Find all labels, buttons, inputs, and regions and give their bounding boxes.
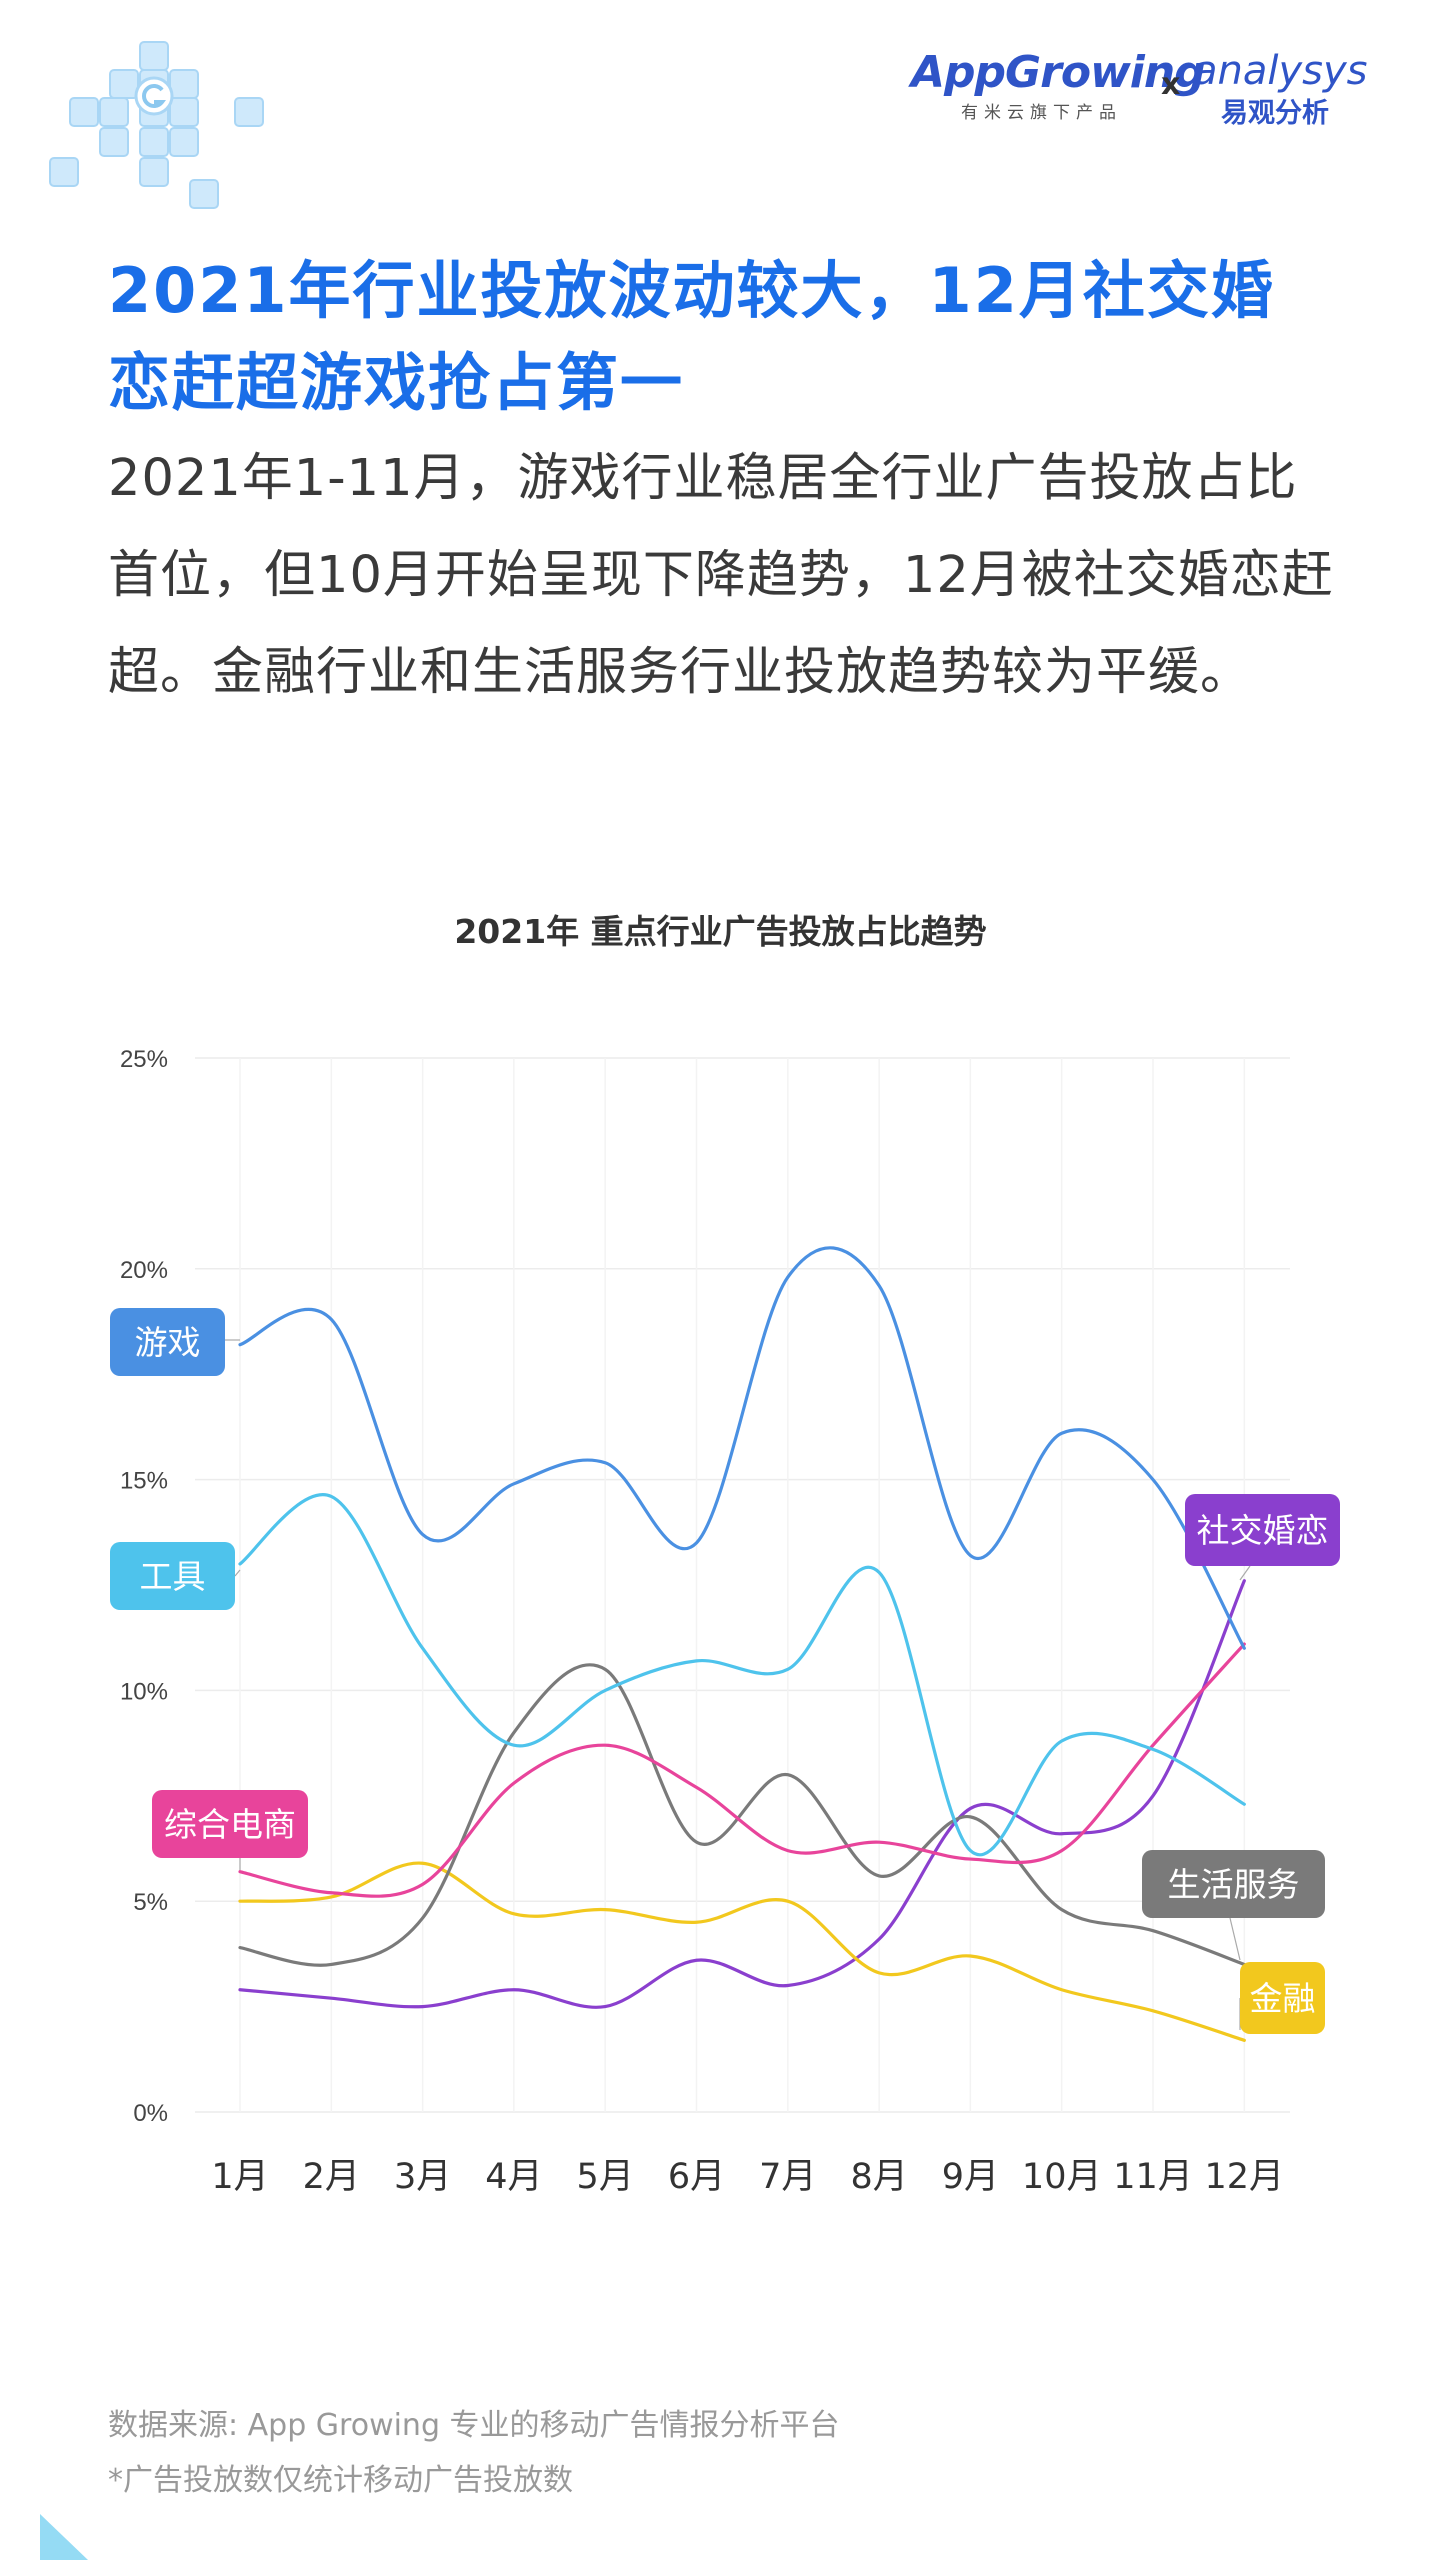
series-line bbox=[238, 1663, 1246, 1967]
series-name-label: 工具 bbox=[140, 1557, 206, 1596]
x-tick-label: 11月 bbox=[1113, 2157, 1193, 2197]
source-footnote: 数据来源: App Growing 专业的移动广告情报分析平台 bbox=[108, 2408, 840, 2443]
series-line bbox=[238, 1579, 1246, 2009]
series-badge bbox=[110, 1308, 225, 1376]
series-name-label: 游戏 bbox=[135, 1323, 201, 1362]
series-leader-line bbox=[1229, 1917, 1241, 1961]
note-footnote: *广告投放数仅统计移动广告投放数 bbox=[108, 2463, 573, 2498]
chart-title: 2021年 重点行业广告投放占比趋势 bbox=[454, 912, 987, 951]
x-tick-label: 10月 bbox=[1022, 2157, 1102, 2197]
series-badge bbox=[110, 1542, 235, 1610]
series-name-label: 生活服务 bbox=[1168, 1865, 1300, 1904]
series-badge bbox=[1185, 1494, 1340, 1566]
series-line bbox=[238, 1246, 1246, 1650]
x-tick-label: 9月 bbox=[942, 2157, 999, 2197]
logo-separator: x bbox=[1161, 67, 1181, 102]
y-tick-label: 25% bbox=[120, 1046, 168, 1073]
series-line bbox=[238, 1642, 1246, 1898]
analysys-logo: analysys 易观分析 bbox=[1193, 45, 1373, 140]
corner-triangle-decoration bbox=[40, 2514, 88, 2560]
page-subtitle: 2021年1-11月，游戏行业稳居全行业广告投放占比首位，但10月开始呈现下降趋… bbox=[108, 449, 1334, 702]
x-tick-label: 8月 bbox=[850, 2157, 907, 2197]
analysys-logo-text: analysys bbox=[1193, 48, 1368, 94]
y-tick-label: 5% bbox=[133, 1889, 168, 1916]
series-badge bbox=[1142, 1850, 1325, 1918]
y-tick-label: 0% bbox=[133, 2100, 168, 2127]
series-line bbox=[238, 1861, 1246, 2042]
x-tick-label: 7月 bbox=[759, 2157, 816, 2197]
y-tick-label: 15% bbox=[120, 1468, 168, 1495]
x-tick-label: 5月 bbox=[577, 2157, 634, 2197]
page-title: 2021年行业投放波动较大，12月社交婚恋赶超游戏抢占第一 bbox=[108, 254, 1275, 419]
x-tick-label: 2月 bbox=[303, 2157, 360, 2197]
series-line bbox=[238, 1493, 1246, 1857]
analysys-logo-subtext: 易观分析 bbox=[1221, 98, 1329, 129]
appgrowing-logo-subtext: 有米云旗下产品 bbox=[961, 103, 1122, 123]
x-tick-label: 3月 bbox=[394, 2157, 451, 2197]
x-tick-label: 1月 bbox=[211, 2157, 268, 2197]
series-name-label: 综合电商 bbox=[164, 1805, 296, 1844]
series-badge bbox=[1240, 1962, 1325, 2034]
series-name-label: 社交婚恋 bbox=[1197, 1511, 1329, 1550]
header-logos: AppGrowing 有米云旗下产品 x analysys 易观分析 bbox=[911, 45, 1371, 140]
series-badge bbox=[152, 1790, 308, 1858]
x-tick-label: 6月 bbox=[668, 2157, 725, 2197]
x-tick-label: 12月 bbox=[1205, 2157, 1285, 2197]
y-tick-label: 20% bbox=[120, 1257, 168, 1284]
y-tick-label: 10% bbox=[120, 1678, 168, 1705]
series-leader-line bbox=[1239, 1565, 1251, 1581]
x-tick-label: 4月 bbox=[485, 2157, 542, 2197]
series-name-label: 金融 bbox=[1250, 1979, 1316, 2018]
cube-cluster-logo bbox=[49, 41, 264, 209]
series-leader-line bbox=[234, 1569, 241, 1577]
